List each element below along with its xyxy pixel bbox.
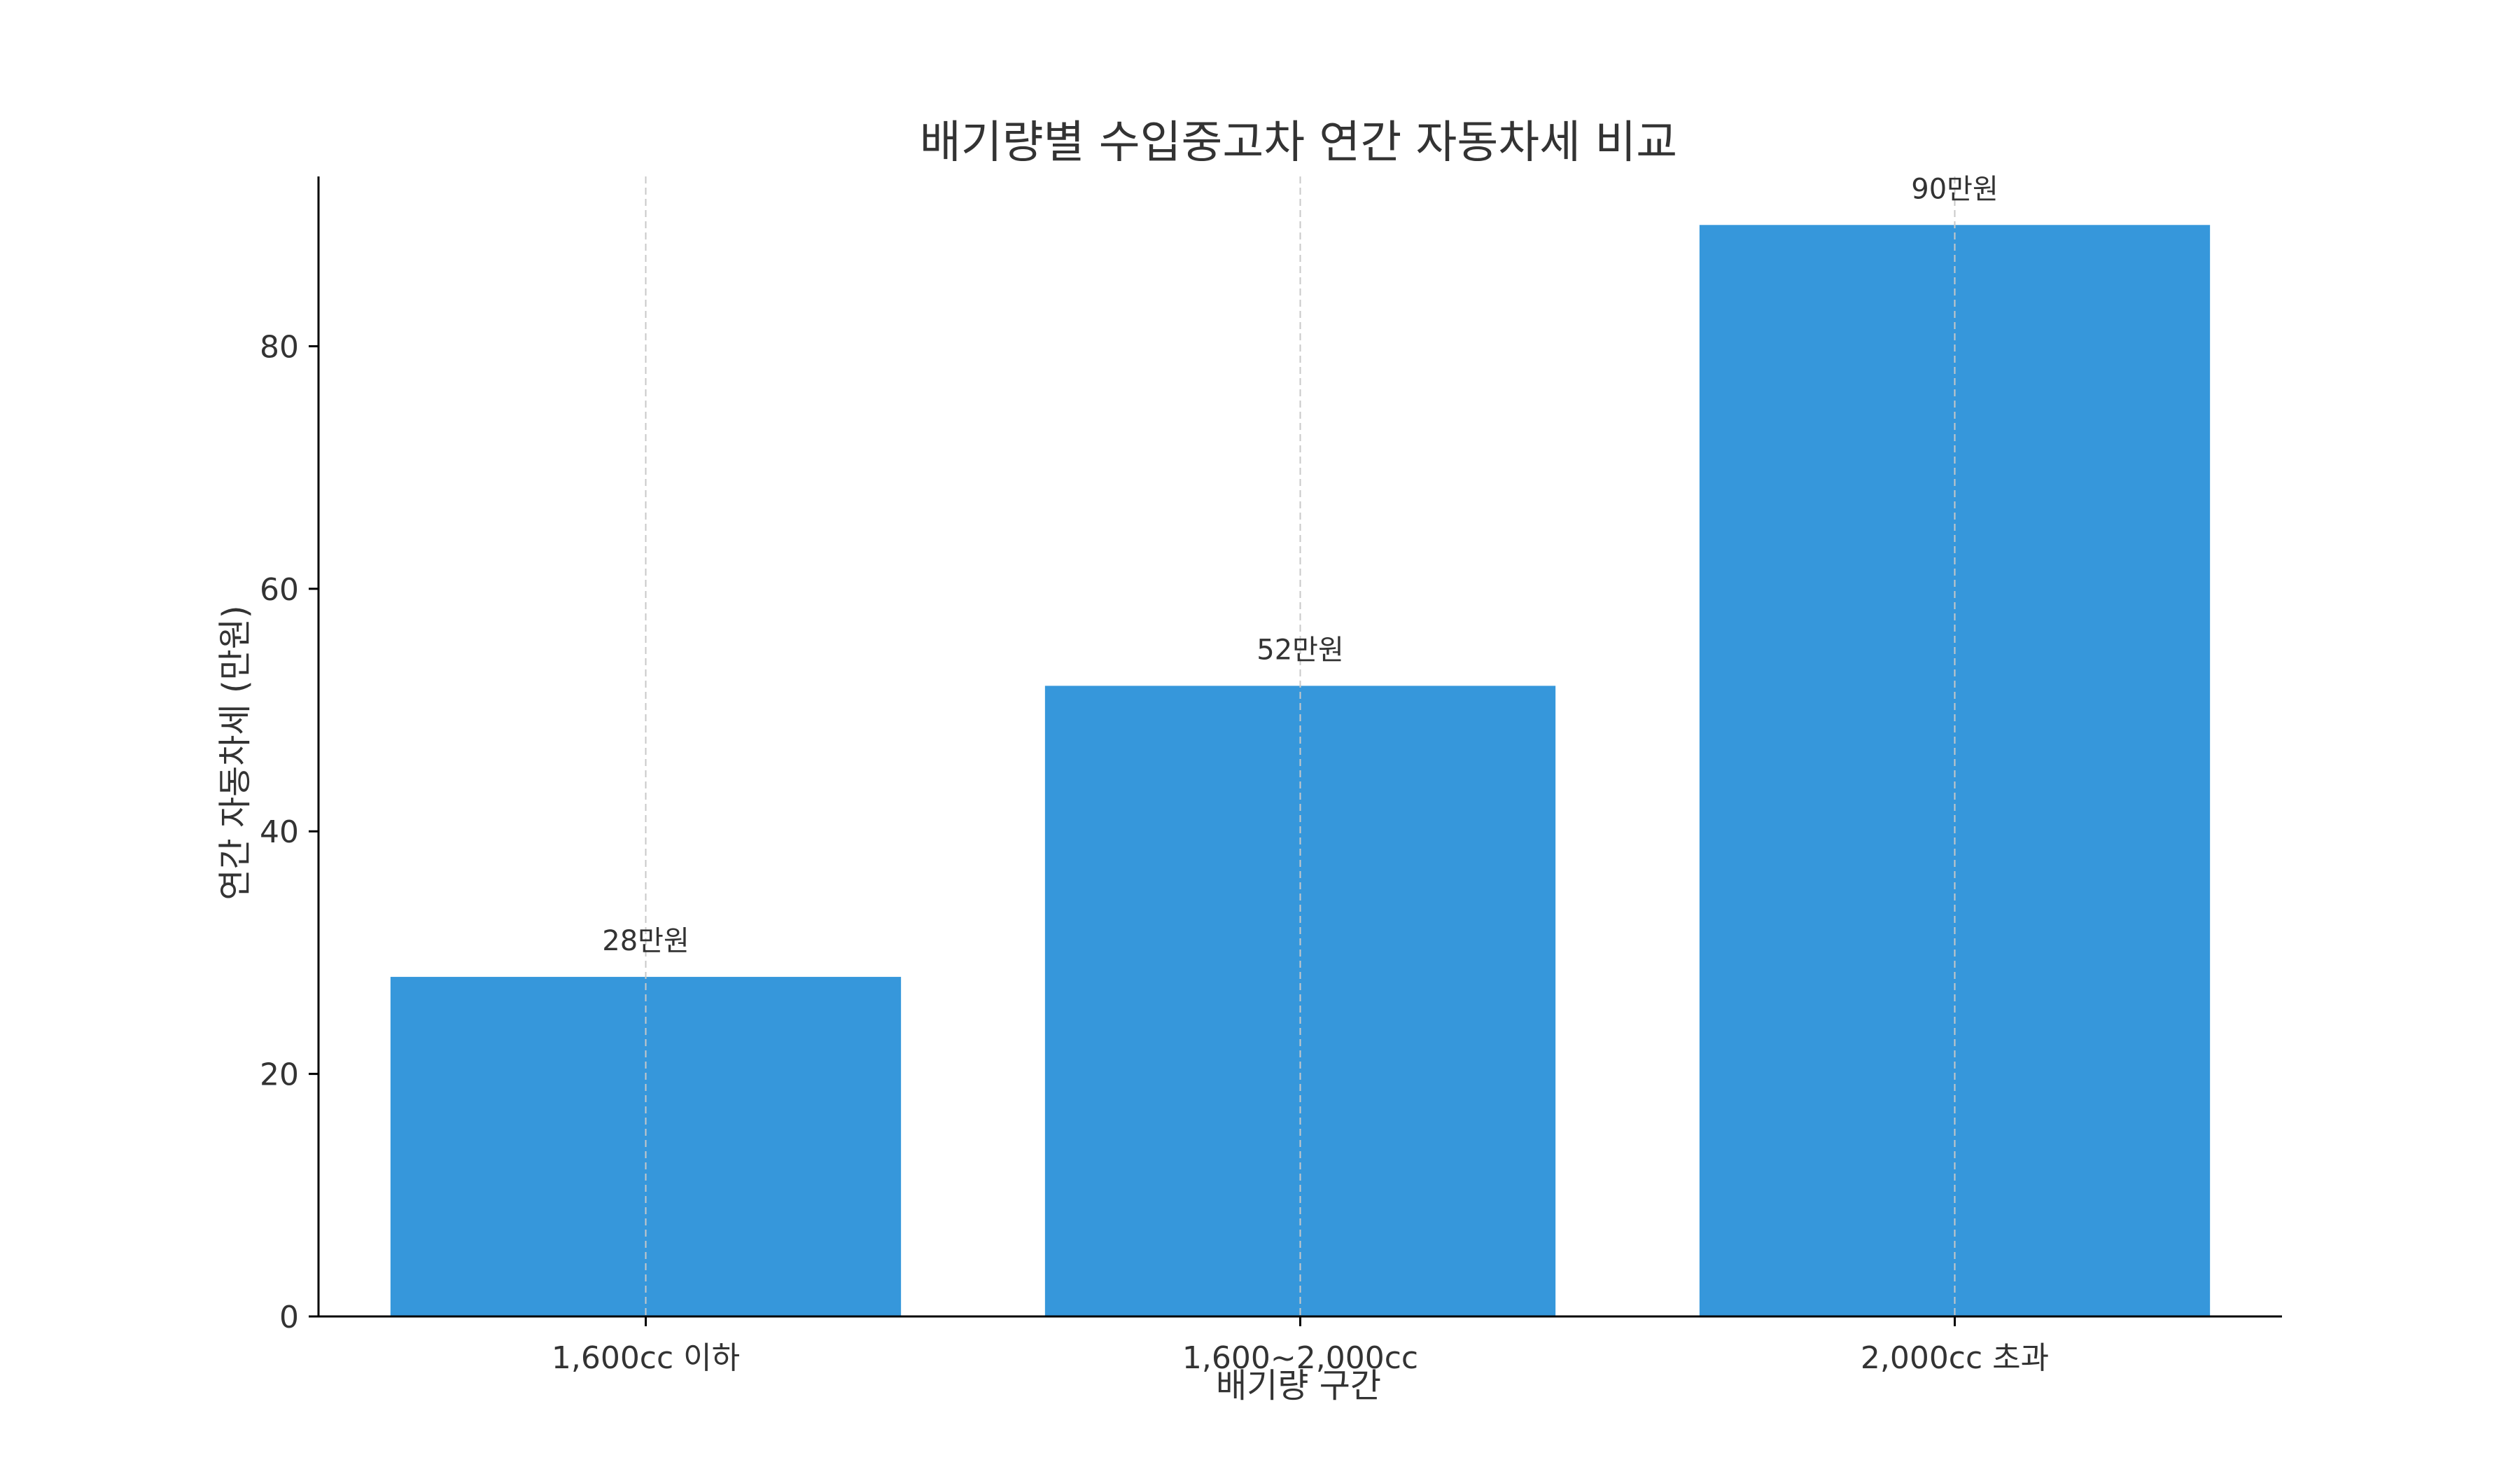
x-tick-label: 1,600cc 이하 [552,1340,740,1376]
data-label: 28만원 [602,925,690,957]
y-tick-label: 40 [260,814,299,850]
x-ticks: 1,600cc 이하 1,600~2,000cc 2,000cc 초과 [552,1316,2049,1376]
y-tick-label: 60 [260,572,299,608]
data-label: 90만원 [1911,173,1998,205]
x-tick-label: 1,600~2,000cc [1182,1340,1418,1376]
data-labels: 28만원 52만원 90만원 [602,173,1998,957]
data-label: 52만원 [1256,634,1344,666]
x-axis-label: 배기량 구간 [1216,1366,1381,1405]
x-tick-label: 2,000cc 초과 [1861,1340,2049,1376]
y-tick-label: 20 [260,1057,299,1093]
y-tick-label: 0 [279,1300,299,1335]
y-tick-label: 80 [260,329,299,365]
chart-title: 배기량별 수입중고차 연간 자동차세 비교 [920,117,1677,169]
y-axis-label: 연간 자동차세 (만원) [216,605,255,900]
y-ticks: 0 20 40 60 80 [260,329,318,1335]
